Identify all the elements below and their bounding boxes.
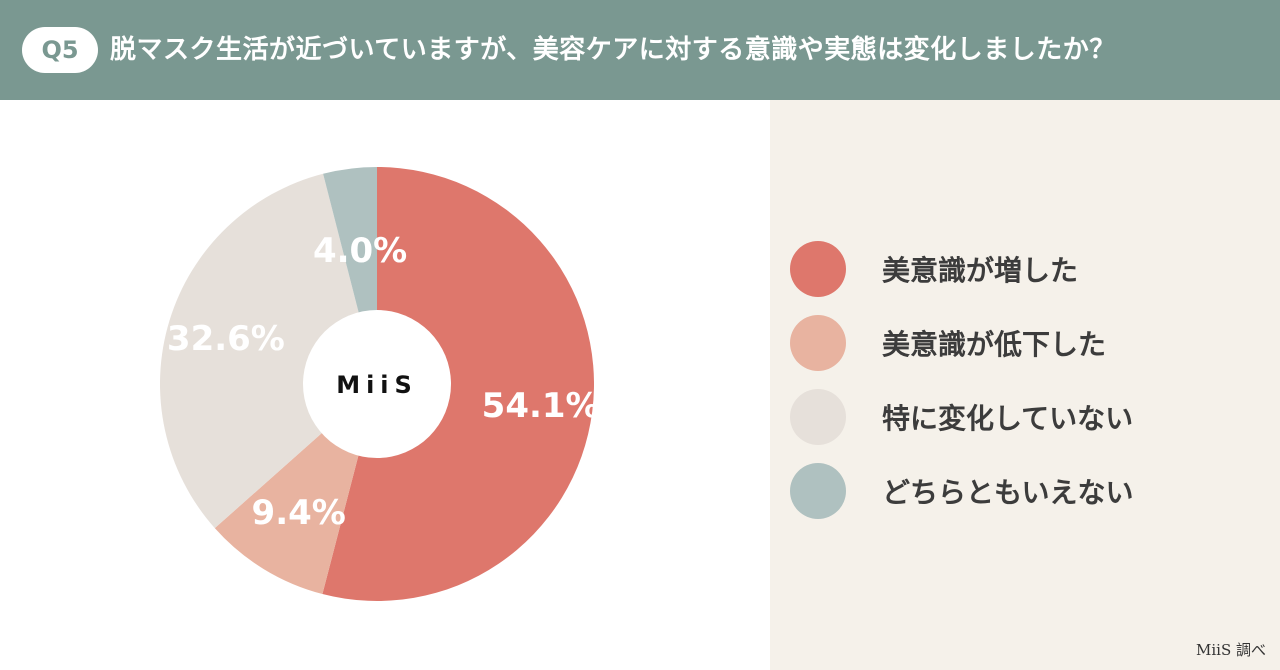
legend-item: 美意識が低下した xyxy=(790,306,1133,380)
slice-labels: 54.1% 9.4% 32.6% 4.0% xyxy=(167,231,600,533)
pie-chart: MiiS 54.1% 9.4% 32.6% 4.0% xyxy=(160,167,600,601)
header-bar: Q5 脱マスク生活が近づいていますが、美容ケアに対する意識や実態は変化しましたか… xyxy=(0,0,1280,100)
legend: 美意識が増した 美意識が低下した 特に変化していない どちらともいえない xyxy=(790,232,1133,528)
source-credit: MiiS 調べ xyxy=(1196,641,1266,659)
question-title: 脱マスク生活が近づいていますが、美容ケアに対する意識や実態は変化しましたか？ xyxy=(110,35,1116,65)
chart-area: MiiS 54.1% 9.4% 32.6% 4.0% xyxy=(0,100,770,670)
legend-item: どちらともいえない xyxy=(790,454,1133,528)
legend-item: 美意識が増した xyxy=(790,232,1133,306)
pie-slice-3 xyxy=(160,173,377,529)
pie-slice-1 xyxy=(322,167,594,601)
slice-label-3: 32.6% xyxy=(167,319,285,359)
legend-swatch xyxy=(790,463,846,519)
question-badge: Q5 xyxy=(22,27,98,73)
slice-label-4: 4.0% xyxy=(313,231,407,271)
legend-label: 特に変化していない xyxy=(882,402,1134,435)
legend-panel: 美意識が増した 美意識が低下した 特に変化していない どちらともいえない MiiS 調… xyxy=(770,100,1280,670)
legend-label: どちらともいえない xyxy=(882,476,1134,509)
slice-label-2: 9.4% xyxy=(252,493,346,533)
legend-swatch xyxy=(790,315,846,371)
legend-swatch xyxy=(790,389,846,445)
donut-hole xyxy=(303,310,451,458)
legend-label: 美意識が低下した xyxy=(882,328,1107,361)
legend-swatch xyxy=(790,241,846,297)
center-logo-text: MiiS xyxy=(336,371,418,399)
legend-item: 特に変化していない xyxy=(790,380,1133,454)
legend-label: 美意識が増した xyxy=(882,254,1079,287)
slice-label-1: 54.1% xyxy=(482,386,600,426)
